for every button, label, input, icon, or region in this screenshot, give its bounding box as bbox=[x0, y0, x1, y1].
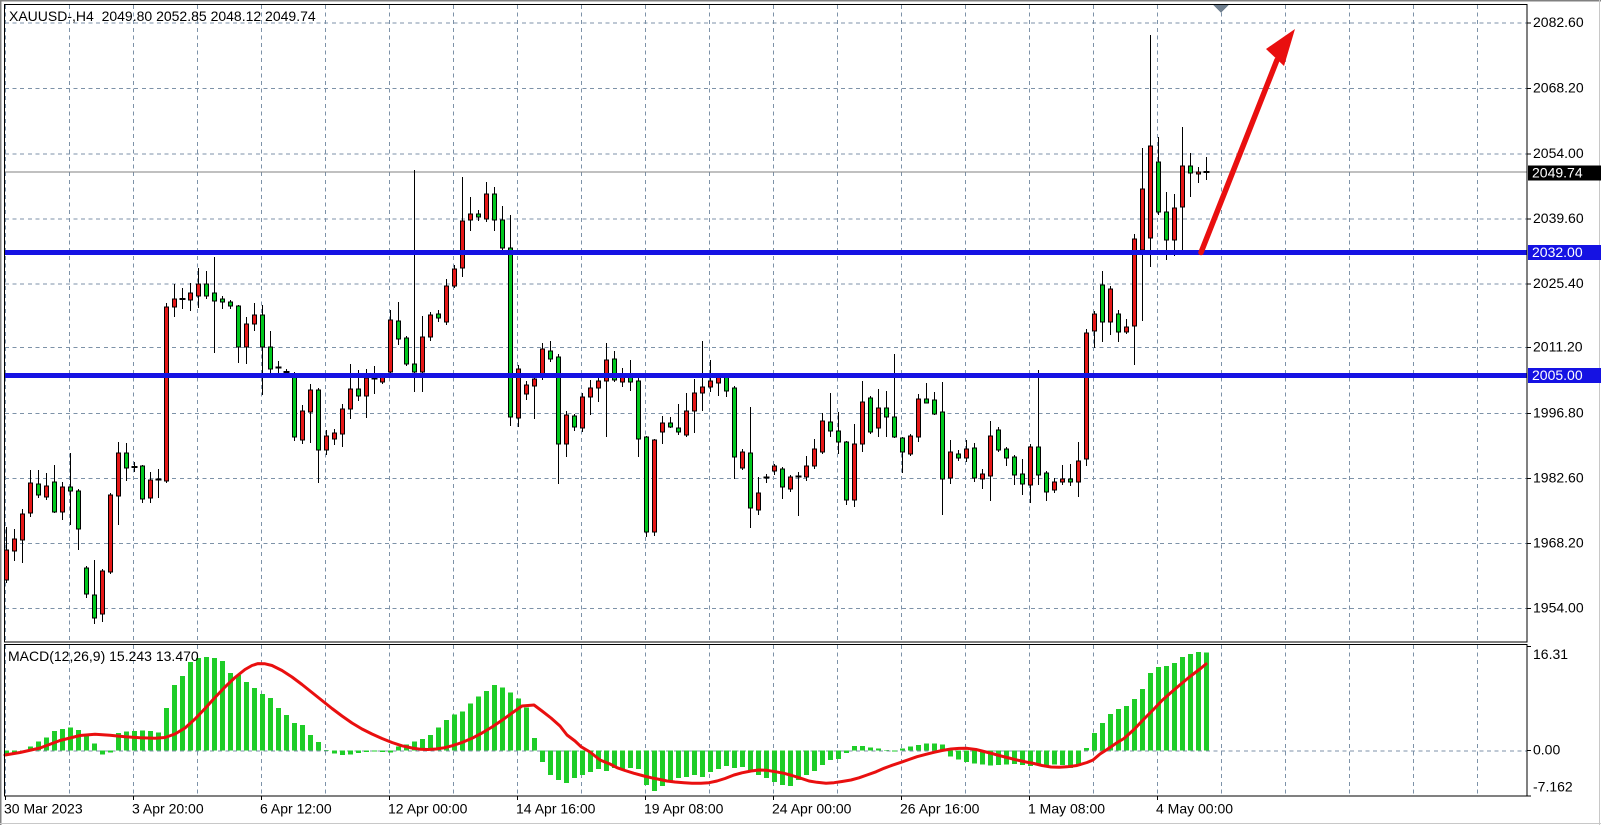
svg-text:1996.80: 1996.80 bbox=[1533, 405, 1584, 421]
svg-text:1982.60: 1982.60 bbox=[1533, 470, 1584, 486]
svg-text:2011.20: 2011.20 bbox=[1533, 339, 1583, 355]
svg-text:1 May 08:00: 1 May 08:00 bbox=[1028, 801, 1105, 817]
svg-text:19 Apr 08:00: 19 Apr 08:00 bbox=[644, 801, 724, 817]
svg-text:4 May 00:00: 4 May 00:00 bbox=[1156, 801, 1233, 817]
svg-text:2039.60: 2039.60 bbox=[1533, 210, 1584, 226]
svg-text:3 Apr 20:00: 3 Apr 20:00 bbox=[132, 801, 204, 817]
svg-text:6 Apr 12:00: 6 Apr 12:00 bbox=[260, 801, 332, 817]
svg-text:MACD(12,26,9) 15.243 13.470: MACD(12,26,9) 15.243 13.470 bbox=[8, 648, 199, 664]
svg-text:2025.40: 2025.40 bbox=[1533, 275, 1584, 291]
svg-text:2005.00: 2005.00 bbox=[1532, 367, 1583, 383]
svg-text:12 Apr 00:00: 12 Apr 00:00 bbox=[388, 801, 468, 817]
svg-text:1954.00: 1954.00 bbox=[1533, 600, 1584, 616]
svg-text:14 Apr 16:00: 14 Apr 16:00 bbox=[516, 801, 596, 817]
svg-text:2068.20: 2068.20 bbox=[1533, 80, 1584, 96]
svg-text:2032.00: 2032.00 bbox=[1532, 244, 1583, 260]
svg-text:16.31: 16.31 bbox=[1533, 646, 1568, 662]
svg-text:24 Apr 00:00: 24 Apr 00:00 bbox=[772, 801, 852, 817]
svg-text:XAUUSD-,H4 2049.80 2052.85 20: XAUUSD-,H4 2049.80 2052.85 2048.12 2049.… bbox=[9, 8, 316, 24]
svg-text:0.00: 0.00 bbox=[1533, 742, 1560, 758]
svg-text:30 Mar 2023: 30 Mar 2023 bbox=[4, 801, 83, 817]
svg-text:1968.20: 1968.20 bbox=[1533, 535, 1584, 551]
svg-text:2049.74: 2049.74 bbox=[1532, 165, 1583, 181]
svg-text:2082.60: 2082.60 bbox=[1533, 14, 1584, 30]
svg-text:2054.00: 2054.00 bbox=[1533, 145, 1584, 161]
svg-text:-7.162: -7.162 bbox=[1533, 779, 1573, 795]
svg-text:26 Apr 16:00: 26 Apr 16:00 bbox=[900, 801, 980, 817]
